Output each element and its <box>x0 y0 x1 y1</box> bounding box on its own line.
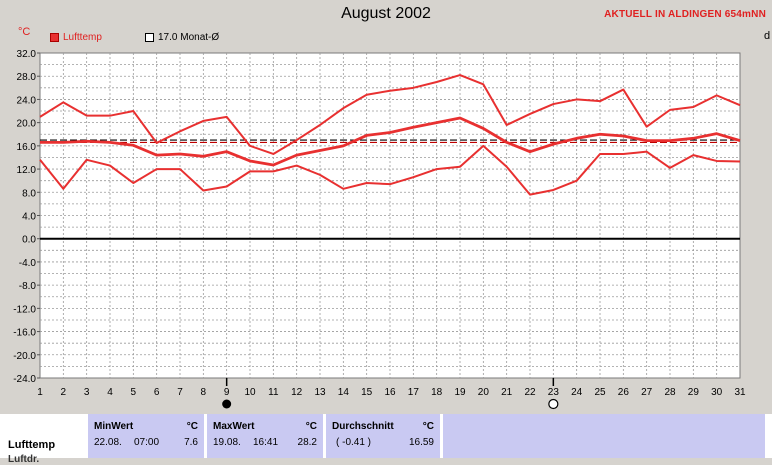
x-tick-label: 27 <box>641 387 653 398</box>
max-stat-cell: MaxWert °C 19.08. 16:41 28.2 <box>207 414 323 458</box>
chart-title: August 2002 <box>341 5 431 22</box>
x-tick-label: 6 <box>154 387 160 398</box>
x-tick-label: 26 <box>618 387 630 398</box>
x-tick-label: 8 <box>201 387 207 398</box>
legend-label: Lufttemp <box>63 32 102 43</box>
min-unit: °C <box>186 421 198 432</box>
max-header: MaxWert <box>213 421 255 432</box>
x-tick-label: 18 <box>431 387 443 398</box>
y-tick-label: 24.0 <box>17 95 37 106</box>
x-tick-label: 1 <box>37 387 43 398</box>
legend-item-lufttemp: Lufttemp <box>50 32 102 43</box>
x-tick-label: 25 <box>594 387 606 398</box>
series-lines <box>39 74 741 196</box>
x-tick-label: 16 <box>384 387 396 398</box>
gridlines <box>40 53 740 378</box>
x-tick-labels: 1 2 3 4 5 6 7 8 9 10 11 12 13 14 15 16 17 18 19 20 21 22 23 24 2… <box>37 387 746 398</box>
x-tick-label: 5 <box>131 387 137 398</box>
new-moon-icon <box>222 399 232 409</box>
max-date: 19.08. <box>213 437 241 448</box>
avg-stat-cell: Durchschnitt °C ( -0.41 ) 16.59 <box>326 414 440 458</box>
min-value: 7.6 <box>184 437 198 448</box>
y-tick-label: 20.0 <box>17 119 37 130</box>
x-tick-label: 4 <box>107 387 113 398</box>
series-line-min <box>39 144 741 196</box>
legend-label: 17.0 Monat-Ø <box>158 32 220 43</box>
max-value: 28.2 <box>297 437 317 448</box>
y-tick-label: -12.0 <box>13 304 36 315</box>
x-tick-label: 19 <box>454 387 466 398</box>
min-stat-cell: MinWert °C 22.08. 07:00 7.6 <box>88 414 204 458</box>
x-tick-label: 9 <box>224 387 230 398</box>
y-tick-label: 32.0 <box>17 49 37 60</box>
x-tick-label: 23 <box>548 387 560 398</box>
x-tick-label: 31 <box>734 387 746 398</box>
stats-row-label: Lufttemp <box>8 439 56 451</box>
avg-unit: °C <box>422 421 434 432</box>
series-line-avg <box>40 116 741 167</box>
min-date: 22.08. <box>94 437 122 448</box>
stats-row-label-next: Luftdr. <box>8 454 40 465</box>
x-tick-label: 11 <box>268 387 279 398</box>
max-time: 16:41 <box>253 437 279 448</box>
series-line-max <box>39 74 741 155</box>
x-tick-label: 20 <box>478 387 490 398</box>
x-tick-label: 13 <box>314 387 326 398</box>
y-tick-label: 8.0 <box>22 188 36 199</box>
avg-deviation: ( -0.41 ) <box>336 437 372 448</box>
min-header: MinWert <box>94 421 134 432</box>
moon-markers <box>222 378 559 410</box>
y-tick-label: 28.0 <box>17 72 37 83</box>
y-tick-label: -8.0 <box>19 281 37 292</box>
x-tick-label: 14 <box>338 387 350 398</box>
x-tick-label: 30 <box>711 387 723 398</box>
x-tick-label: 12 <box>291 387 303 398</box>
clipped-edge-text: d <box>764 30 771 42</box>
x-tick-label: 21 <box>501 387 513 398</box>
empty-stat-cell <box>443 414 765 458</box>
y-tick-labels: 32.0 28.0 24.0 20.0 16.0 12.0 8.0 4.0 0.0 -4.0 -8.… <box>13 49 40 385</box>
legend-item-monthly-mean: 17.0 Monat-Ø <box>145 32 219 43</box>
x-tick-label: 29 <box>688 387 700 398</box>
x-tick-label: 28 <box>664 387 676 398</box>
legend-swatch-filled <box>50 33 59 42</box>
x-tick-label: 10 <box>244 387 256 398</box>
avg-value: 16.59 <box>408 437 434 448</box>
x-tick-label: 2 <box>61 387 67 398</box>
x-tick-label: 7 <box>177 387 183 398</box>
y-tick-label: 12.0 <box>17 165 37 176</box>
max-unit: °C <box>305 421 317 432</box>
y-tick-label: -20.0 <box>13 351 36 362</box>
avg-header: Durchschnitt <box>332 421 394 432</box>
x-tick-label: 15 <box>361 387 373 398</box>
stats-panel: Lufttemp Luftdr. MinWert °C 22.08. 07:00… <box>0 414 772 465</box>
legend-swatch-open <box>145 33 154 42</box>
x-tick-label: 24 <box>571 387 583 398</box>
chart: 32.0 28.0 24.0 20.0 16.0 12.0 8.0 4.0 0.0 -4.0 -8.… <box>13 49 746 410</box>
x-tick-label: 22 <box>524 387 536 398</box>
y-unit-label: °C <box>18 26 31 38</box>
y-tick-label: 4.0 <box>22 212 36 223</box>
full-moon-icon <box>548 398 559 410</box>
y-tick-label: 16.0 <box>17 142 37 153</box>
min-time: 07:00 <box>134 437 160 448</box>
station-label: AKTUELL IN ALDINGEN 654mNN <box>604 9 766 20</box>
y-tick-label: 0.0 <box>22 235 36 246</box>
x-tick-label: 17 <box>408 387 420 398</box>
y-tick-label: -24.0 <box>13 374 36 385</box>
y-tick-label: -4.0 <box>19 258 37 269</box>
y-tick-label: -16.0 <box>13 328 36 339</box>
x-tick-label: 3 <box>84 387 90 398</box>
